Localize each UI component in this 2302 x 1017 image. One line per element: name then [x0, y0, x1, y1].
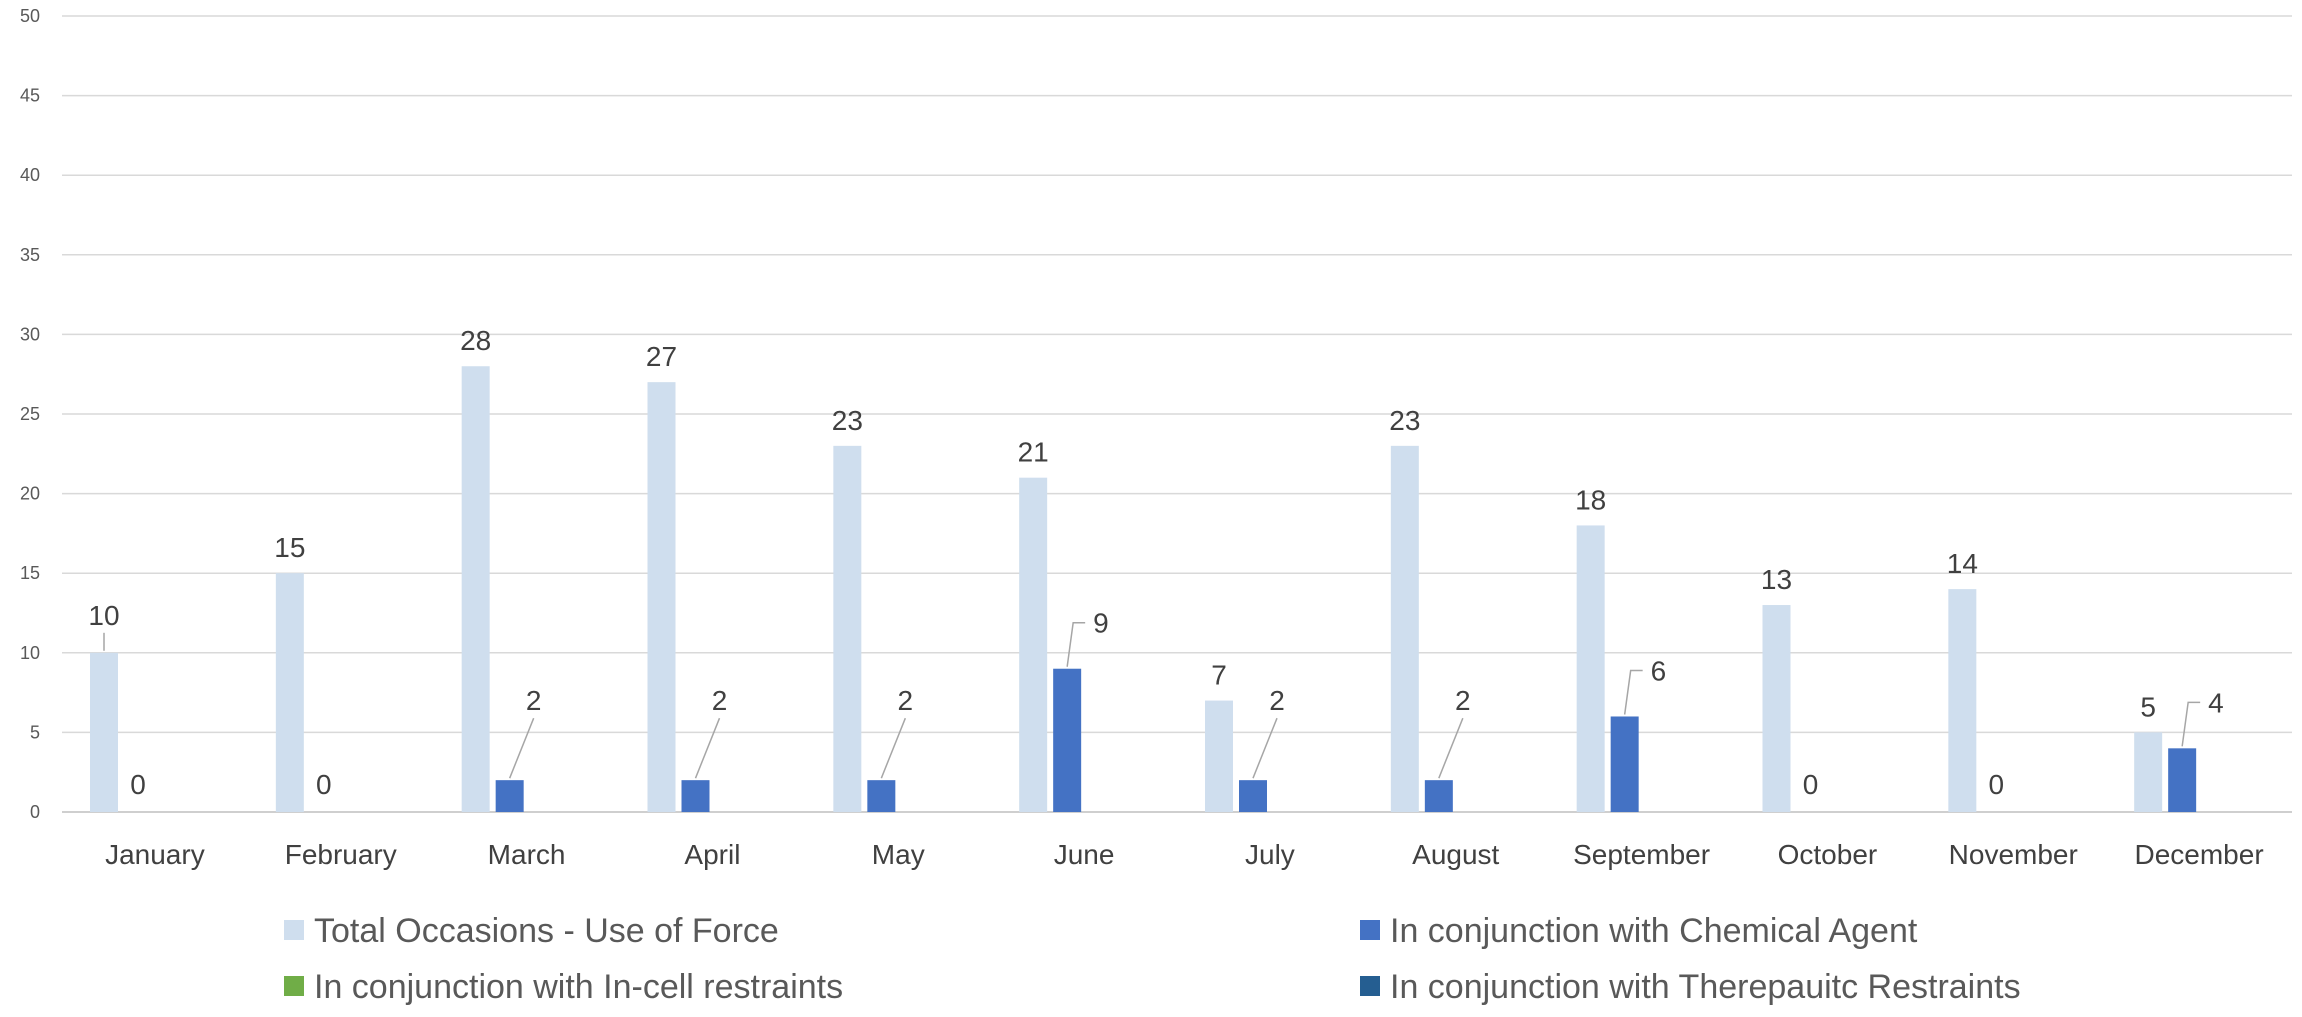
- bar-total: [1762, 605, 1791, 812]
- data-label-total: 23: [1389, 405, 1420, 436]
- bar-chemical: [1610, 716, 1639, 812]
- data-label-chemical: 2: [712, 685, 728, 716]
- data-label-total: 5: [2140, 691, 2156, 722]
- data-label-chemical: 9: [1093, 608, 1109, 639]
- bar-total: [1576, 525, 1605, 812]
- y-tick-label: 10: [20, 643, 40, 663]
- bar-total: [90, 652, 118, 812]
- leader-line: [1252, 717, 1278, 779]
- data-label-chemical: 4: [2208, 687, 2224, 718]
- x-tick-label: April: [684, 839, 740, 870]
- y-tick-label: 50: [20, 6, 40, 26]
- y-tick-label: 5: [30, 722, 40, 742]
- y-tick-label: 40: [20, 165, 40, 185]
- data-label-chemical: 2: [898, 685, 914, 716]
- y-tick-label: 30: [20, 324, 40, 344]
- legend-entry: Total Occasions - Use of Force: [314, 912, 779, 950]
- x-tick-label: November: [1949, 839, 2078, 870]
- bar-total: [275, 573, 304, 812]
- x-axis: January February March April May June July Augu…: [105, 839, 2264, 870]
- bar-total: [1019, 477, 1048, 812]
- data-label-chemical: 2: [1455, 685, 1471, 716]
- y-tick-label: 0: [30, 802, 40, 822]
- data-label-total: 21: [1018, 437, 1049, 468]
- x-tick-label: July: [1245, 839, 1295, 870]
- bar-chemical: [681, 780, 710, 812]
- data-label-chemical: 0: [1989, 769, 2005, 800]
- bar-chemical: [1239, 780, 1267, 812]
- bar-total: [1948, 589, 1977, 812]
- x-tick-label: October: [1778, 839, 1878, 870]
- bar-chemical: [867, 780, 896, 812]
- y-axis: 0 5 10 15 20 25 30 35 40 45 50: [20, 6, 40, 822]
- legend-entry: In conjunction with In-cell restraints: [314, 968, 843, 1006]
- x-tick-label: March: [488, 839, 566, 870]
- y-tick-label: 45: [20, 86, 40, 106]
- leader-line: [1438, 717, 1464, 779]
- leader-line: [2181, 701, 2201, 747]
- data-label-total: 10: [88, 600, 119, 631]
- bar-total: [1205, 700, 1233, 812]
- data-label-chemical: 2: [526, 685, 542, 716]
- bar-total: [833, 445, 862, 812]
- data-label-total: 23: [832, 405, 863, 436]
- data-label-chemical: 6: [1651, 655, 1667, 686]
- leader-line: [1066, 621, 1086, 667]
- legend-swatch: [284, 976, 304, 996]
- data-label-total: 13: [1761, 564, 1792, 595]
- data-label-total: 18: [1575, 484, 1606, 515]
- y-tick-label: 35: [20, 245, 40, 265]
- bar-total: [1390, 445, 1419, 812]
- legend-swatch: [1360, 976, 1380, 996]
- leader-line: [880, 717, 907, 779]
- bar-total: [461, 366, 490, 812]
- bar-chemical: [495, 780, 524, 812]
- leader-lines: [103, 621, 2201, 779]
- x-tick-label: December: [2134, 839, 2263, 870]
- data-label-total: 14: [1947, 548, 1978, 579]
- y-tick-label: 15: [20, 563, 40, 583]
- gridlines: [62, 15, 2292, 813]
- x-tick-label: August: [1412, 839, 1499, 870]
- y-tick-label: 25: [20, 404, 40, 424]
- leader-line: [508, 717, 535, 779]
- data-label-chemical: 0: [316, 769, 332, 800]
- data-label-chemical: 0: [130, 769, 146, 800]
- bar-chemical: [2168, 748, 2197, 812]
- data-label-total: 15: [274, 532, 305, 563]
- legend-entry: In conjunction with Therepauitc Restrain…: [1390, 968, 2021, 1006]
- legend: Total Occasions - Use of Force In conjunc…: [284, 912, 2021, 1006]
- x-tick-label: January: [105, 839, 205, 870]
- bar-chemical: [1053, 668, 1082, 812]
- data-label-chemical: 2: [1269, 685, 1285, 716]
- data-label-total: 7: [1211, 660, 1227, 691]
- data-label-total: 27: [646, 341, 677, 372]
- x-tick-label: September: [1573, 839, 1710, 870]
- legend-entry: In conjunction with Chemical Agent: [1390, 912, 1918, 950]
- leader-line: [1623, 669, 1643, 715]
- x-tick-label: June: [1054, 839, 1115, 870]
- data-label-chemical: 0: [1803, 769, 1819, 800]
- y-tick-label: 20: [20, 484, 40, 504]
- bar-total: [647, 382, 676, 812]
- legend-swatch: [284, 920, 304, 940]
- x-tick-label: May: [872, 839, 925, 870]
- data-label-total: 28: [460, 325, 491, 356]
- bar-chemical: [1424, 780, 1453, 812]
- x-tick-label: February: [285, 839, 397, 870]
- bar-total: [2134, 732, 2163, 812]
- data-labels: 10 0 15 0 28 2 27 2 23 2 21 9 7 2 23 2 18 6 13 0 14 0 5 4: [88, 325, 2223, 800]
- legend-swatch: [1360, 920, 1380, 940]
- leader-line: [694, 717, 721, 779]
- bars: [90, 366, 2197, 812]
